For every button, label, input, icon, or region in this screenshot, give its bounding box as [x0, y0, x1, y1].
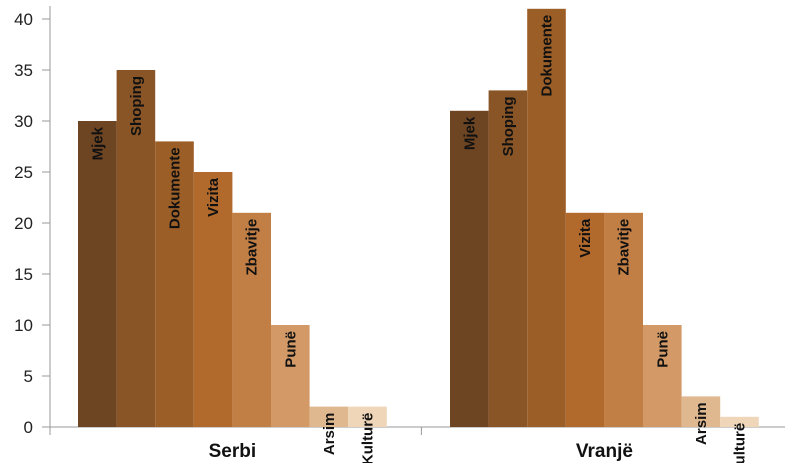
bar-mjek [450, 110, 489, 428]
bar-arsim [309, 406, 349, 427]
bar-kulturë [720, 416, 759, 427]
bar-label: Shoping [500, 96, 517, 156]
bar-shoping [116, 70, 156, 427]
bar-zbavitje [604, 212, 643, 427]
bar-arsim [681, 396, 721, 427]
bar-label: Punë [282, 331, 299, 368]
bar-label: Punë [654, 331, 671, 368]
bar-label: Mjek [461, 116, 478, 150]
bar-label: Kulturë [732, 423, 749, 463]
y-tick-label: 25 [14, 163, 33, 182]
y-tick-label: 35 [14, 61, 33, 80]
bar-label: Dokumente [539, 15, 556, 97]
bar-label: Mjek [89, 126, 106, 160]
y-tick-label: 5 [24, 367, 33, 386]
x-category-label: Vranjë [576, 441, 633, 462]
bar-punë [271, 325, 310, 427]
y-tick-label: 15 [14, 265, 33, 284]
bar-dokumente [527, 8, 566, 428]
bar-label: Zbavitje [244, 219, 261, 276]
bar-vizita [193, 172, 233, 427]
y-tick-label: 10 [14, 316, 33, 335]
bar-mjek [78, 121, 117, 427]
x-category-label: Serbi [209, 441, 257, 462]
bar-label: Arsim [693, 402, 710, 445]
y-tick-label: 40 [14, 10, 33, 29]
bar-kulturë [348, 406, 387, 427]
y-tick-label: 30 [14, 112, 33, 131]
bar-punë [643, 325, 682, 427]
bar-label: Shoping [128, 76, 145, 136]
bar-shoping [488, 90, 528, 428]
bar-label: Vizita [205, 177, 222, 217]
y-tick-label: 20 [14, 214, 33, 233]
bar-label: Arsim [321, 413, 338, 456]
bar-label: Vizita [577, 218, 594, 258]
bar-label: Kulturë [360, 413, 377, 463]
bar-zbavitje [232, 212, 271, 427]
y-tick-label: 0 [24, 418, 33, 437]
bar-dokumente [155, 141, 194, 427]
bar-vizita [565, 212, 605, 427]
bar-label: Zbavitje [616, 219, 633, 276]
bar-label: Dokumente [167, 147, 184, 229]
